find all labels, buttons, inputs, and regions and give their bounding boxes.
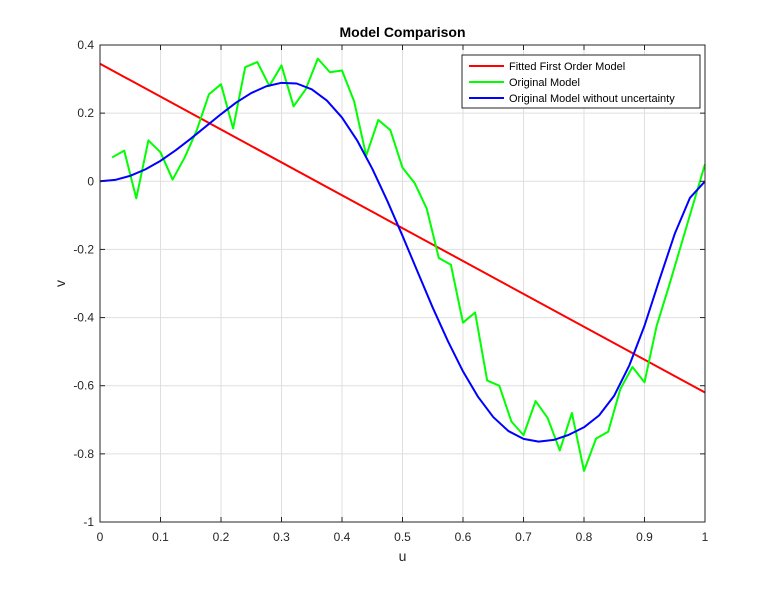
x-tick-label: 0.3 [273, 530, 290, 544]
x-tick-label: 0.7 [515, 530, 532, 544]
legend-label-fitted-first-order-model: Fitted First Order Model [509, 61, 625, 73]
y-tick-label: -0.8 [73, 447, 94, 461]
y-tick-label: -0.2 [73, 242, 94, 256]
ticks: 0 0.1 0.2 0.3 0.4 0.5 0.6 0.7 0.8 0.9 1 -1 -0.8 -0.6 -… [73, 38, 708, 544]
x-tick-label: 0 [97, 530, 104, 544]
chart-title: Model Comparison [339, 24, 465, 40]
y-tick-label: 0.4 [77, 38, 94, 52]
legend-label-original-model-without-uncertainty: Original Model without uncertainty [509, 93, 675, 105]
x-tick-label: 0.5 [394, 530, 411, 544]
x-tick-label: 0.2 [213, 530, 230, 544]
series-line-original-model-without-uncertainty [99, 81, 706, 443]
series-line-original-model [111, 57, 706, 472]
y-axis-label: v [52, 280, 68, 287]
legend: Fitted First Order Model Original Model Or… [461, 54, 701, 109]
y-tick-label: -0.4 [73, 311, 94, 325]
legend-label-original-model: Original Model [509, 77, 580, 89]
x-tick-label: 0.6 [455, 530, 472, 544]
y-tick-label: -0.6 [73, 379, 94, 393]
series-layer [99, 57, 706, 472]
x-tick-label: 0.9 [636, 530, 653, 544]
y-tick-label: 0 [87, 174, 94, 188]
x-tick-label: 1 [702, 530, 709, 544]
y-tick-label: 0.2 [77, 106, 94, 120]
x-tick-label: 0.1 [152, 530, 169, 544]
x-tick-label: 0.8 [576, 530, 593, 544]
x-axis-label: u [399, 548, 407, 564]
x-tick-label: 0.4 [334, 530, 351, 544]
y-tick-label: -1 [83, 515, 94, 529]
